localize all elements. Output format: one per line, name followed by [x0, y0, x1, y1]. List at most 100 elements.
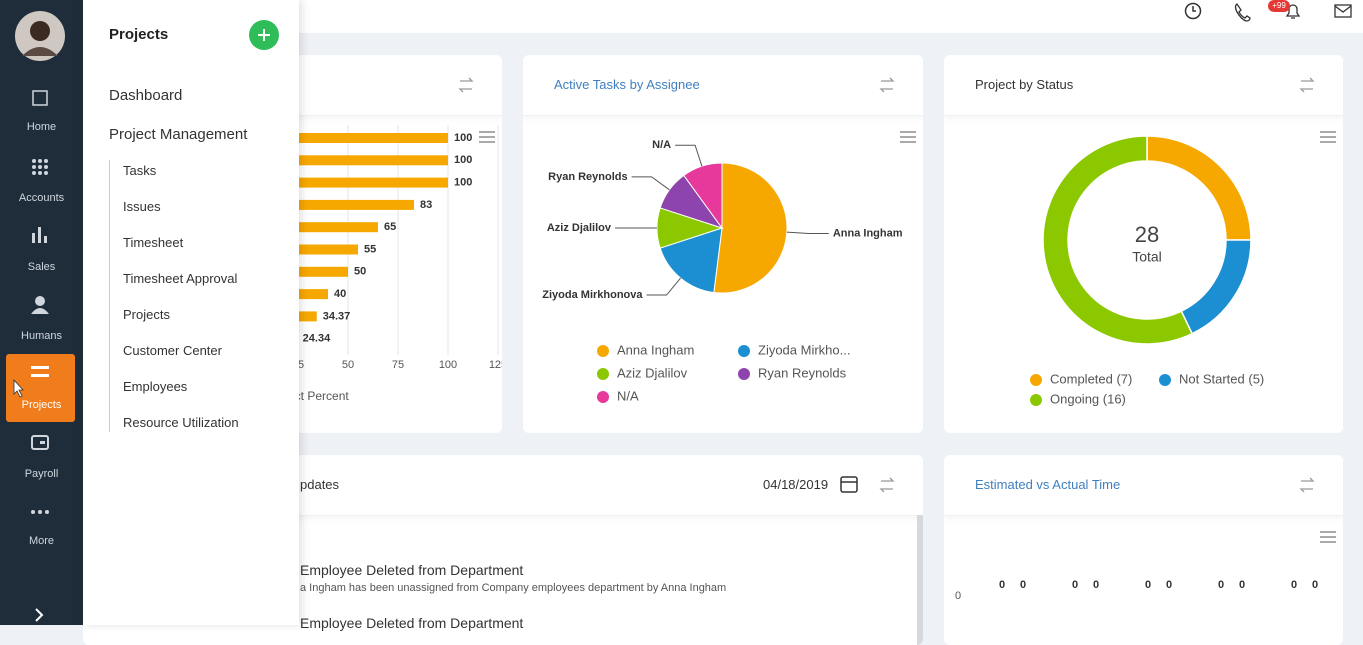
mail-icon[interactable]	[1334, 4, 1352, 18]
legend-label[interactable]: Anna Ingham	[617, 342, 694, 357]
icon	[1320, 141, 1336, 143]
panel-sublink[interactable]: Tasks	[123, 163, 157, 178]
legend-label[interactable]: Ongoing (16)	[1050, 391, 1126, 406]
panel-sublink[interactable]: Projects	[123, 307, 170, 322]
panel-link[interactable]: Dashboard	[109, 87, 183, 104]
update-title: Employee Deleted from Department	[300, 615, 524, 631]
legend-label[interactable]: Completed (7)	[1050, 371, 1132, 386]
legend-marker	[597, 391, 609, 403]
panel-sublink[interactable]: Timesheet Approval	[123, 271, 238, 286]
callout-line	[675, 144, 703, 167]
refresh-icon[interactable]	[879, 477, 895, 493]
icon	[1320, 541, 1336, 543]
pie-slice	[659, 227, 723, 294]
add-button[interactable]	[249, 20, 279, 50]
card-title: pdates	[300, 477, 340, 492]
callout-line	[786, 231, 829, 234]
data-label: 0	[1020, 579, 1026, 591]
y-tick-label: 0	[955, 590, 961, 602]
data-label: 50	[354, 266, 366, 278]
data-label: 0	[1312, 579, 1318, 591]
legend-label[interactable]: Not Started (5)	[1179, 371, 1264, 386]
sidebar: Home Accounts Sales Humans Projects Payroll Mo…	[0, 0, 83, 625]
chart-area: 0 0 0 0 0 0 0 0 0 0 0	[955, 477, 1336, 602]
legend-marker	[1159, 374, 1171, 386]
menu-icon[interactable]	[479, 131, 495, 143]
phone-icon[interactable]	[1234, 3, 1251, 22]
data-label: 55	[364, 243, 376, 255]
data-label: 24.34	[303, 333, 331, 345]
card-title: Active Tasks by Assignee	[554, 77, 700, 92]
panel-sublink[interactable]: Customer Center	[123, 343, 222, 358]
scrollbar[interactable]	[917, 515, 923, 645]
date[interactable]: 04/18/2019	[763, 477, 829, 492]
flyout-panel: Projects Dashboard Project Management Task…	[83, 0, 299, 625]
nav-item[interactable]: Payroll	[24, 468, 59, 480]
panel-sublink[interactable]: Timesheet	[123, 235, 184, 250]
calendar-icon[interactable]	[840, 476, 858, 493]
icon	[900, 141, 916, 143]
icon	[1299, 77, 1315, 93]
nav-item[interactable]: Accounts	[18, 192, 65, 204]
panel-sublink[interactable]: Resource Utilization	[123, 415, 239, 430]
center-label: Total	[1132, 249, 1162, 265]
data-label: 100	[454, 177, 472, 189]
refresh-icon[interactable]	[879, 77, 895, 93]
active-bg	[6, 354, 75, 422]
callout-line	[631, 176, 670, 191]
data-label: 34.37	[323, 310, 351, 322]
panel-sublink[interactable]: Issues	[123, 199, 161, 214]
data-label: 65	[384, 221, 396, 233]
data-label: 83	[420, 199, 432, 211]
sidebar-icons	[6, 11, 75, 622]
legend-marker	[597, 345, 609, 357]
legend-label[interactable]: Ziyoda Mirkho...	[758, 342, 850, 357]
panel-sublink[interactable]: Employees	[123, 379, 188, 394]
bar	[248, 155, 448, 166]
menu-icon[interactable]	[1320, 531, 1336, 543]
chart-area: 28 Total Completed (7) Not Started (5) Ongoi…	[1030, 77, 1336, 406]
nav-item[interactable]: Projects	[21, 399, 62, 411]
data-label: 0	[1145, 579, 1151, 591]
legend-label[interactable]: Aziz Djalilov	[617, 365, 688, 380]
donut-slice	[1180, 239, 1252, 335]
icon	[479, 141, 495, 143]
refresh-icon[interactable]	[458, 77, 474, 93]
legend-marker	[738, 345, 750, 357]
slice-label: Ziyoda Mirkhonova	[542, 289, 643, 301]
refresh-icon[interactable]	[1299, 477, 1315, 493]
center-value: 28	[1135, 222, 1159, 247]
icon	[1320, 536, 1336, 538]
icon	[1320, 136, 1336, 138]
slice-label: N/A	[652, 139, 671, 151]
panel-link[interactable]: Project Management	[109, 126, 248, 143]
bar	[248, 244, 358, 255]
icon	[879, 77, 895, 93]
pie-slice	[683, 162, 723, 230]
card-header	[944, 455, 1343, 516]
slice-label: Aziz Djalilov	[547, 222, 612, 234]
card-header	[83, 455, 923, 516]
slice-label: Anna Ingham	[833, 227, 903, 239]
legend-label[interactable]: N/A	[617, 388, 639, 403]
icon	[479, 136, 495, 138]
icon	[479, 131, 495, 133]
data-label: 0	[999, 579, 1005, 591]
nav-item[interactable]: Humans	[21, 330, 62, 342]
menu-icon[interactable]	[900, 131, 916, 143]
legend-label[interactable]: Ryan Reynolds	[758, 365, 847, 380]
icon	[1320, 531, 1336, 533]
callout-line	[646, 277, 681, 296]
nav-item[interactable]: Sales	[27, 261, 56, 273]
nav-item[interactable]: More	[28, 535, 55, 547]
data-label: 0	[1166, 579, 1172, 591]
data-label: 0	[1218, 579, 1224, 591]
nav-item[interactable]: Home	[26, 121, 57, 133]
bar	[248, 177, 448, 188]
clock-icon[interactable]	[1184, 2, 1202, 20]
menu-icon[interactable]	[1320, 131, 1336, 143]
data-label: 0	[1093, 579, 1099, 591]
refresh-icon[interactable]	[1299, 77, 1315, 93]
expand[interactable]	[35, 608, 44, 622]
